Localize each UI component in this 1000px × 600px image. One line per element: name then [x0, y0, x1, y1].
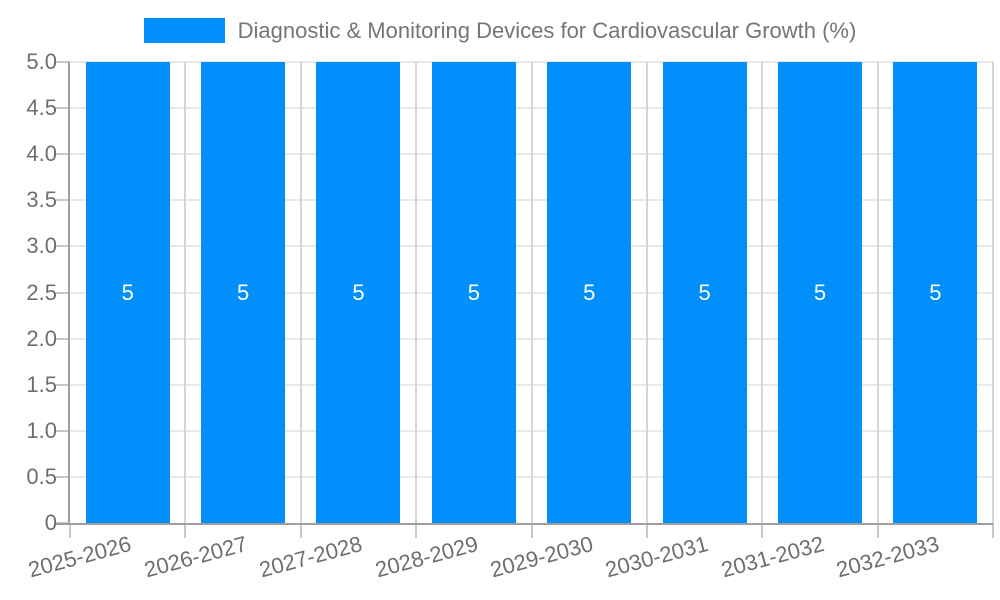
y-tick-label: 4.5 — [26, 95, 57, 121]
y-tick — [56, 245, 70, 248]
x-tick-label: 2030-2031 — [602, 531, 712, 583]
bar-value-label: 5 — [352, 279, 365, 305]
v-gridline — [761, 62, 764, 523]
y-tick — [56, 199, 70, 202]
bar[interactable] — [893, 62, 978, 523]
y-tick — [56, 61, 70, 63]
y-tick — [56, 337, 70, 340]
x-tick-label: 2025-2026 — [26, 531, 135, 583]
bar-value-label: 5 — [813, 279, 827, 305]
y-tick — [56, 107, 70, 110]
bar-value-label: 5 — [236, 279, 250, 305]
chart-title: Diagnostic & Monitoring Devices for Card… — [237, 17, 857, 43]
bar[interactable] — [777, 62, 862, 523]
v-gridline — [992, 62, 994, 523]
v-gridline — [299, 62, 302, 523]
x-tick-label: 2026-2027 — [141, 531, 250, 583]
y-tick-label: 0 — [44, 510, 57, 535]
x-tick-label: 2031-2032 — [718, 531, 827, 583]
y-tick — [56, 383, 70, 386]
x-tick-label: 2029-2030 — [487, 531, 596, 583]
plot-area: 5 5 5 5 5 5 5 5 — [70, 61, 994, 523]
v-gridline — [184, 62, 187, 523]
y-tick — [56, 429, 70, 432]
y-tick-label: 4.0 — [26, 141, 57, 167]
x-tick — [69, 523, 71, 538]
y-tick-label: 1.0 — [26, 417, 57, 443]
bar-value-label: 5 — [929, 279, 942, 305]
x-tick — [530, 523, 533, 538]
bar[interactable] — [662, 62, 747, 523]
y-tick-label: 1.5 — [26, 371, 57, 397]
v-gridline — [530, 62, 533, 523]
bar[interactable] — [431, 62, 516, 523]
v-gridline — [645, 62, 648, 523]
x-tick — [415, 523, 418, 538]
y-axis-line — [68, 62, 70, 525]
x-tick — [876, 523, 879, 538]
y-tick — [56, 291, 70, 294]
y-tick-label: 0.5 — [26, 463, 57, 489]
x-tick-label: 2032-2033 — [833, 531, 942, 583]
y-tick-label: 3.0 — [26, 233, 57, 259]
bar[interactable] — [316, 62, 401, 523]
x-tick-label: 2028-2029 — [372, 531, 481, 583]
v-gridline — [415, 62, 418, 523]
x-tick — [299, 523, 302, 538]
v-gridline — [876, 62, 879, 523]
x-tick — [992, 523, 994, 538]
legend-swatch — [143, 18, 225, 43]
y-tick-label: 3.5 — [26, 187, 57, 213]
x-axis-line — [56, 523, 993, 525]
bar-value-label: 5 — [467, 279, 480, 305]
bar[interactable] — [201, 62, 286, 523]
y-tick — [56, 153, 70, 156]
bar[interactable] — [547, 62, 632, 523]
y-tick — [56, 475, 70, 478]
x-tick — [184, 523, 187, 538]
bar-value-label: 5 — [698, 279, 711, 305]
chart-legend[interactable]: Diagnostic & Monitoring Devices for Card… — [0, 17, 1000, 44]
x-tick — [761, 523, 764, 538]
y-tick-label: 5.0 — [26, 49, 57, 74]
bar[interactable] — [85, 62, 170, 523]
x-tick-label: 2027-2028 — [256, 531, 365, 583]
y-tick-label: 2.5 — [26, 279, 57, 305]
bar-value-label: 5 — [583, 279, 596, 305]
bar-value-label: 5 — [121, 279, 134, 305]
y-tick-label: 2.0 — [26, 325, 57, 351]
x-tick — [645, 523, 648, 538]
